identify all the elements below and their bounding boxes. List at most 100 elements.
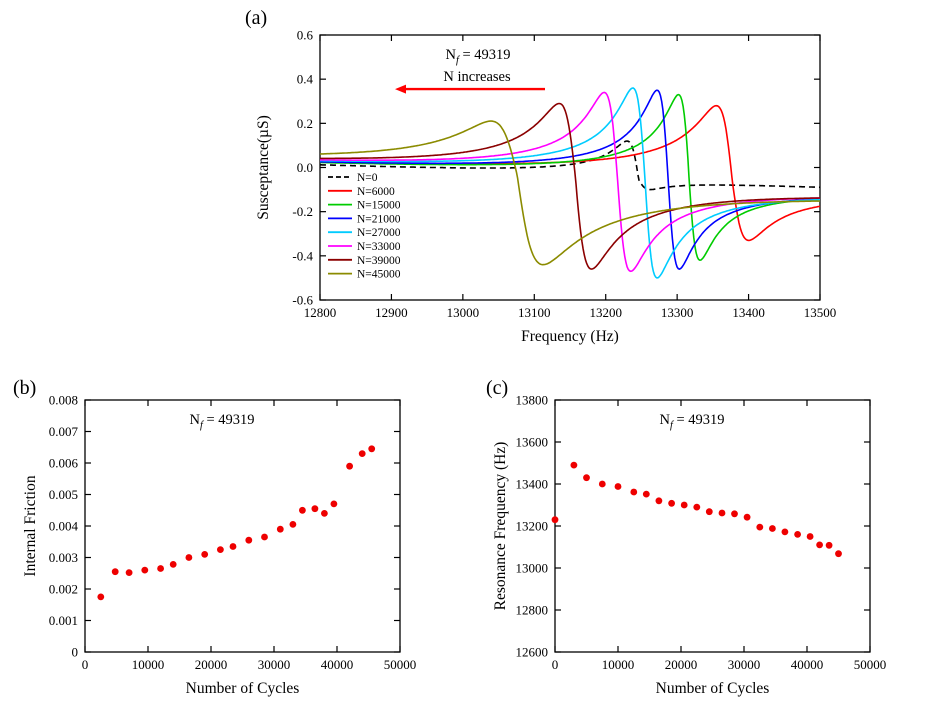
y-tick-label: 13200 <box>516 519 549 534</box>
data-point <box>680 501 688 509</box>
data-point <box>825 541 833 549</box>
nf-subscript: f <box>455 54 459 66</box>
y-tick-label: 13800 <box>516 393 549 408</box>
legend-label: N=0 <box>357 172 378 184</box>
x-tick-label: 40000 <box>321 657 354 672</box>
data-point <box>97 593 105 601</box>
x-tick-label: 30000 <box>728 657 761 672</box>
scatter-points <box>97 445 376 601</box>
data-point <box>756 523 764 531</box>
x-axis-title: Number of Cycles <box>186 680 300 697</box>
legend-label: N=6000 <box>357 186 395 198</box>
y-tick-label: -0.6 <box>292 293 313 308</box>
panel-c-label: (c) <box>486 377 509 399</box>
series-N=0 <box>320 140 821 191</box>
data-point <box>743 513 751 521</box>
y-tick-label: 0.003 <box>49 550 78 565</box>
legend-item: N=39000 <box>328 255 401 267</box>
data-point <box>583 474 590 482</box>
series-N=21000 <box>320 89 820 270</box>
axes: 0 10000 20000 30000 40000 50000 0 0.001 0.002 0.0… <box>22 393 416 698</box>
series-N=45000 <box>319 120 821 266</box>
panel-c-annotation-nf: Nf = 49319 <box>659 412 724 431</box>
y-tick-label: 0 <box>72 645 79 660</box>
legend-label: N=21000 <box>357 213 401 225</box>
x-tick-label: 0 <box>82 657 89 672</box>
data-point <box>346 462 353 470</box>
x-tick-label: 0 <box>552 657 559 672</box>
data-point <box>781 528 789 536</box>
x-tick-label: 13200 <box>589 305 622 320</box>
x-tick-label: 13500 <box>804 305 837 320</box>
arrow-head-icon <box>395 84 406 94</box>
scatter-points <box>551 461 842 558</box>
data-point <box>141 566 149 574</box>
x-tick-label: 10000 <box>132 657 165 672</box>
panel-a-label: (a) <box>245 7 268 29</box>
x-tick-label: 40000 <box>791 657 824 672</box>
legend-label: N=39000 <box>357 255 401 267</box>
nf-subscript: f <box>199 419 203 431</box>
y-tick-label: 0.6 <box>297 28 314 43</box>
data-point <box>769 525 776 532</box>
panel-b-annotation-nf: Nf = 49319 <box>189 412 254 431</box>
y-tick-label: 13400 <box>516 477 549 492</box>
data-point <box>655 497 663 505</box>
data-point <box>570 461 578 469</box>
axes: 0 10000 20000 30000 40000 50000 12600 12800 1300… <box>492 393 886 698</box>
data-point <box>614 483 622 490</box>
data-point <box>598 480 606 488</box>
data-point <box>245 536 253 544</box>
nf-subscript: f <box>669 419 673 431</box>
data-point <box>630 488 638 496</box>
data-point <box>169 561 177 568</box>
x-tick-label: 10000 <box>602 657 635 672</box>
series-group <box>319 87 821 279</box>
data-point <box>368 445 376 453</box>
legend-item: N=21000 <box>328 213 401 225</box>
legend-label: N=27000 <box>357 227 401 239</box>
panel-a-annotation-nf: Nf = 49319 <box>445 47 510 66</box>
nf-value: = 49319 <box>458 47 511 63</box>
legend-label: N=33000 <box>357 241 401 253</box>
y-tick-label: 0.4 <box>297 72 314 87</box>
data-point <box>551 516 559 524</box>
y-tick-label: 13600 <box>516 435 549 450</box>
x-tick-label: 13400 <box>732 305 765 320</box>
legend-item: N=15000 <box>328 200 401 212</box>
panel-b-label: (b) <box>13 377 37 399</box>
chart-a-canvas: 12800 12900 13000 13100 13200 13300 13400 13500… <box>255 28 836 346</box>
series-N=27000 <box>320 87 820 279</box>
x-tick-label: 13000 <box>447 305 480 320</box>
series-N=15000 <box>320 93 820 262</box>
n-increases-arrow <box>395 84 545 94</box>
y-tick-label: 0.001 <box>49 613 78 628</box>
panel-b: 0 10000 20000 30000 40000 50000 0 0.001 0.002 0.0… <box>5 372 435 716</box>
y-tick-label: 0.0 <box>297 160 313 175</box>
y-tick-label: 0.004 <box>49 519 79 534</box>
panel-a-annotation-increases: N increases <box>443 69 511 85</box>
data-point <box>718 509 726 517</box>
nf-prefix: N <box>189 412 200 428</box>
data-point <box>642 490 650 498</box>
panel-a: 12800 12900 13000 13100 13200 13300 13400 13500… <box>230 5 880 365</box>
data-point <box>693 503 701 511</box>
x-tick-label: 13100 <box>518 305 551 320</box>
y-tick-label: 13000 <box>516 561 549 576</box>
data-point <box>330 500 338 508</box>
x-tick-label: 50000 <box>854 657 887 672</box>
data-point <box>229 543 237 550</box>
series-N=39000 <box>320 102 820 270</box>
chart-b-canvas: 0 10000 20000 30000 40000 50000 0 0.001 0.002 0.0… <box>22 393 416 698</box>
x-tick-label: 13300 <box>661 305 694 320</box>
legend-item: N=0 <box>328 172 378 184</box>
data-point <box>705 508 713 516</box>
y-tick-label: 12800 <box>516 603 549 618</box>
y-tick-label: 0.005 <box>49 487 78 502</box>
data-point <box>111 568 119 576</box>
x-tick-label: 12900 <box>375 305 408 320</box>
data-point <box>261 533 268 541</box>
axes: 12800 12900 13000 13100 13200 13300 13400 13500… <box>255 28 836 346</box>
y-tick-label: 0.008 <box>49 393 78 408</box>
chart-c-canvas: 0 10000 20000 30000 40000 50000 12600 12800 1300… <box>492 393 886 698</box>
